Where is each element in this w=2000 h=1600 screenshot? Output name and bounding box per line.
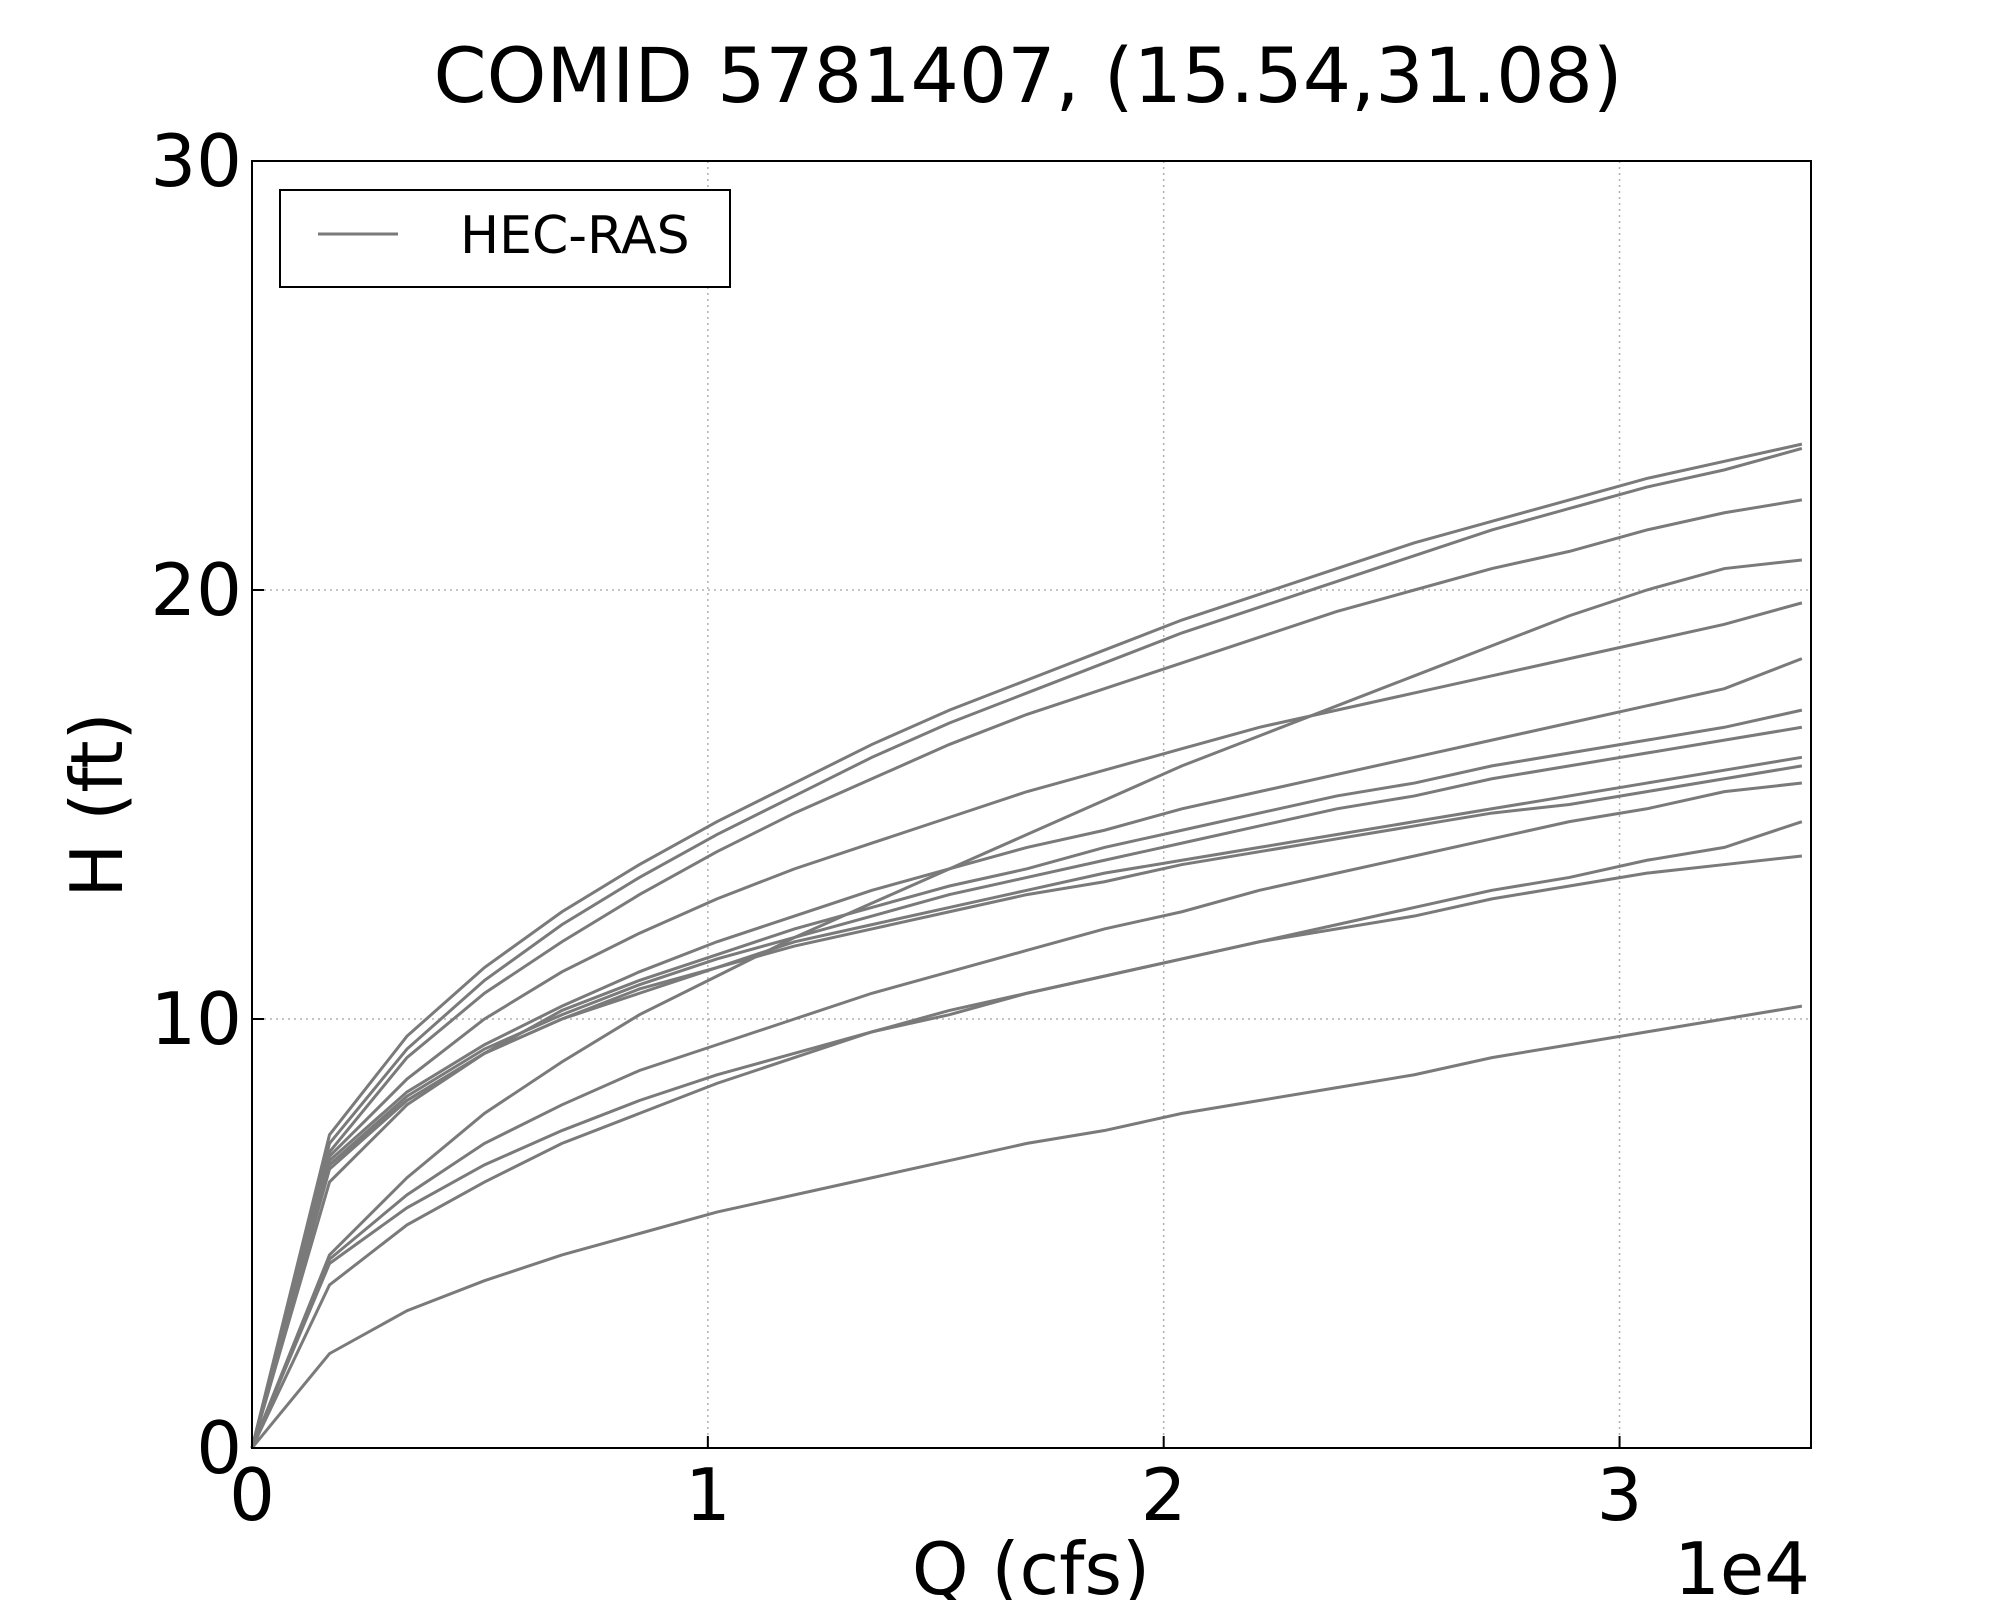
grid-layer <box>252 161 1811 1448</box>
x-axis-offset-label: 1e4 <box>1674 1527 1810 1600</box>
legend: HEC-RAS <box>279 189 731 288</box>
series-line-4 <box>250 558 1803 1449</box>
series-line-2 <box>250 446 1803 1449</box>
y-tick-label: 0 <box>196 1406 242 1490</box>
series-layer <box>250 442 1803 1449</box>
series-line-5 <box>250 601 1803 1449</box>
series-line-10 <box>250 764 1803 1449</box>
legend-box <box>279 189 731 288</box>
series-line-1 <box>250 442 1803 1449</box>
x-tick-label: 0 <box>229 1453 275 1537</box>
x-axis-label: Q (cfs) <box>912 1527 1150 1600</box>
y-axis-label: H (ft) <box>55 712 139 898</box>
series-line-8 <box>250 725 1803 1449</box>
y-tick-label: 30 <box>150 119 242 203</box>
series-line-6 <box>250 657 1803 1449</box>
series-line-12 <box>250 820 1803 1449</box>
x-tick-label: 1 <box>685 1453 731 1537</box>
series-line-14 <box>250 1004 1803 1449</box>
series-line-11 <box>250 781 1803 1449</box>
y-tick-label: 10 <box>150 977 242 1061</box>
x-tick-label: 2 <box>1141 1453 1187 1537</box>
x-tick-label: 3 <box>1597 1453 1643 1537</box>
legend-entry-hec-ras: HEC-RAS <box>460 206 690 266</box>
x-tick-labels: 0 1 2 3 <box>229 1436 1642 1537</box>
y-tick-label: 20 <box>150 548 242 632</box>
plot-frame <box>251 160 1812 1449</box>
series-line-9 <box>250 755 1803 1449</box>
series-line-13 <box>250 854 1803 1449</box>
chart-title: COMID 5781407, (15.54,31.08) <box>434 31 1623 120</box>
series-line-3 <box>250 498 1803 1449</box>
y-tick-labels: 0 10 20 30 <box>150 119 264 1490</box>
